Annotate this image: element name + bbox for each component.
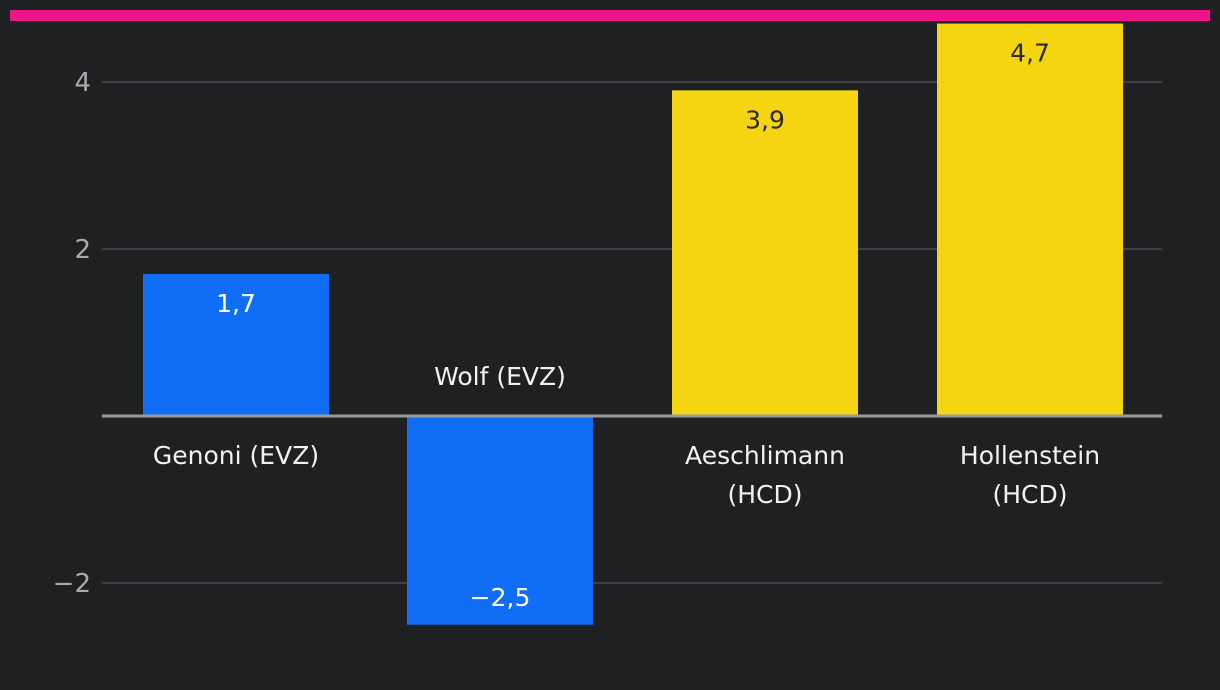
bar-value-label: 3,9 <box>745 105 785 134</box>
labels: 1,7 Genoni (EVZ) −2,5 Wolf (EVZ) 3,9 Aeschlim… <box>153 39 1100 612</box>
category-label: Genoni (EVZ) <box>153 441 319 470</box>
bar <box>672 90 858 416</box>
category-label: Hollenstein (HCD) <box>960 441 1100 509</box>
bar-value-label: 1,7 <box>216 289 256 318</box>
category-label: Aeschlimann (HCD) <box>685 441 845 509</box>
y-tick-label: 2 <box>74 235 91 265</box>
category-label-line: (HCD) <box>992 480 1067 509</box>
bar <box>407 416 593 625</box>
bars <box>143 23 1123 625</box>
category-label-line: Genoni (EVZ) <box>153 441 319 470</box>
bar-value-label: 4,7 <box>1010 39 1050 68</box>
top-accent-rule <box>10 10 1210 21</box>
category-label: Wolf (EVZ) <box>434 362 566 391</box>
category-label-line: Aeschlimann <box>685 441 845 470</box>
category-label-line: (HCD) <box>727 480 802 509</box>
category-label-line: Hollenstein <box>960 441 1100 470</box>
category-label-line: Wolf (EVZ) <box>434 362 566 391</box>
bar-value-label: −2,5 <box>470 583 531 612</box>
y-axis-ticks: −2 2 4 <box>53 68 91 599</box>
bar <box>143 274 329 416</box>
y-tick-label: −2 <box>53 569 91 599</box>
bar <box>937 23 1123 417</box>
y-tick-label: 4 <box>74 68 91 98</box>
